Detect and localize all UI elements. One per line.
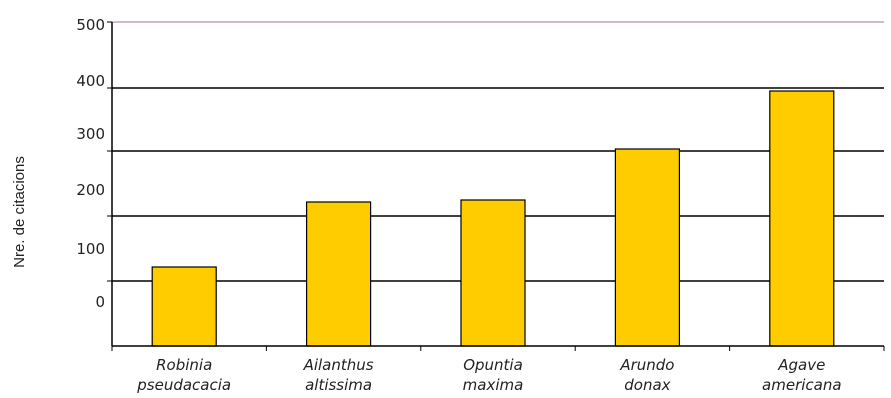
category-label: Ailanthus altissima [303, 356, 374, 394]
category-label: Opuntia maxima [463, 356, 524, 394]
y-tick-label: 400 [76, 72, 105, 90]
y-tick-label: 0 [95, 293, 105, 311]
category-label: Robinia pseudacacia [136, 356, 231, 394]
y-tick-label: 100 [76, 240, 105, 258]
bar [461, 200, 525, 346]
bar [615, 149, 679, 346]
bar [770, 91, 834, 346]
y-axis-title: Nre. de citacions [11, 156, 28, 268]
category-label: Agave americana [762, 356, 842, 394]
y-tick-labels: 0 100 200 300 400 500 [76, 16, 105, 311]
category-labels: Robinia pseudacacia Ailanthus altissima Opun… [136, 356, 841, 394]
bar [152, 267, 216, 346]
y-tick-label: 200 [76, 181, 105, 199]
y-tick-label: 300 [76, 125, 105, 143]
bar [307, 202, 371, 346]
bars [152, 91, 834, 346]
category-label: Arundo donax [619, 356, 674, 394]
y-tick-label: 500 [76, 16, 105, 34]
